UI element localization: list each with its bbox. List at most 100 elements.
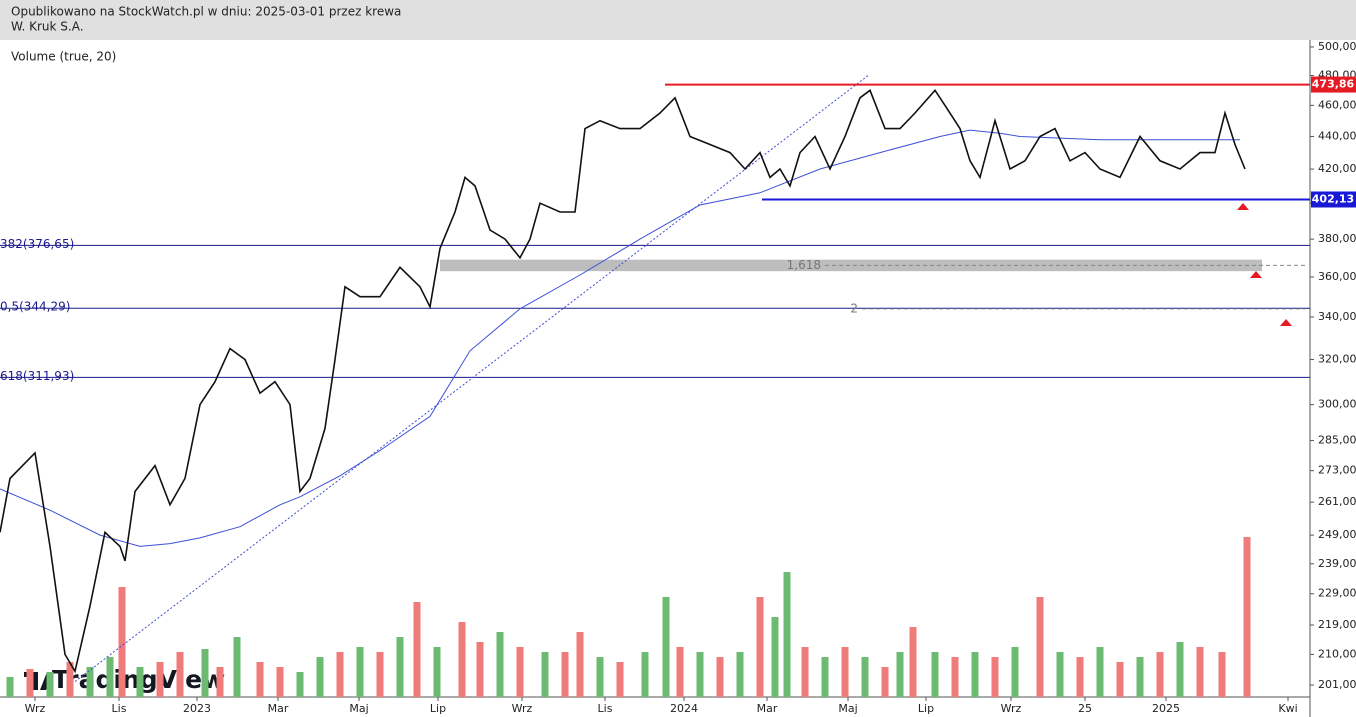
volume-bar — [433, 647, 441, 697]
volume-bar — [276, 667, 284, 697]
trend-line — [74, 75, 869, 682]
volume-bar — [26, 669, 34, 697]
volume-bar — [46, 672, 54, 697]
plot-area: TradingView382(376,65)0,5(344,29)618(311… — [0, 75, 1310, 697]
volume-bar — [881, 667, 889, 697]
volume-bar — [641, 652, 649, 697]
x-tick-label: Wrz — [512, 702, 533, 715]
volume-bar — [696, 652, 704, 697]
x-tick-label: Wrz — [25, 702, 46, 715]
volume-bar — [66, 662, 74, 697]
volume-bar — [616, 662, 624, 697]
volume-bar — [233, 637, 241, 697]
volume-bar — [1243, 537, 1251, 697]
volume-bar — [561, 652, 569, 697]
x-tick-label: Lis — [598, 702, 613, 715]
volume-bar — [1196, 647, 1204, 697]
volume-bar — [396, 637, 404, 697]
x-tick-label: 2023 — [183, 702, 211, 715]
x-tick-label: 2025 — [1152, 702, 1180, 715]
x-tick-label: Maj — [838, 702, 857, 715]
volume-bar — [861, 657, 869, 697]
y-tick-label: 261,00 — [1318, 495, 1356, 508]
y-tick-label: 460,00 — [1318, 98, 1356, 111]
volume-bar — [1218, 652, 1226, 697]
volume-bar — [136, 667, 144, 697]
volume-bar — [296, 672, 304, 697]
arrow-marker — [1250, 271, 1262, 278]
x-tick-label: Lip — [430, 702, 446, 715]
volume-bar — [476, 642, 484, 697]
volume-bar — [1011, 647, 1019, 697]
volume-bar — [496, 632, 504, 697]
volume-bar — [86, 667, 94, 697]
volume-bar — [216, 667, 224, 697]
volume-bar — [931, 652, 939, 697]
volume-bar — [516, 647, 524, 697]
y-tick-label: 380,00 — [1318, 232, 1356, 245]
volume-bar — [1156, 652, 1164, 697]
volume-bar — [991, 657, 999, 697]
zone — [440, 259, 1262, 272]
x-tick-label: Maj — [349, 702, 368, 715]
y-tick-label: 340,00 — [1318, 310, 1356, 323]
volume-bar — [6, 677, 14, 697]
volume-bar — [541, 652, 549, 697]
volume-bar — [413, 602, 421, 697]
price-line — [0, 88, 1246, 674]
volume-bar — [118, 587, 126, 697]
volume-bar — [783, 572, 791, 697]
x-tick-label: 25 — [1078, 702, 1092, 715]
volume-bar — [716, 657, 724, 697]
price-tag — [1311, 76, 1356, 93]
volume-bar — [951, 657, 959, 697]
fib-label: 618(311,93) — [0, 369, 74, 383]
volume-bar — [801, 647, 809, 697]
volume-bar — [771, 617, 779, 697]
y-tick-label: 273,00 — [1318, 464, 1356, 477]
x-tick-label: Wrz — [1001, 702, 1022, 715]
volume-bar — [821, 657, 829, 697]
volume-bar — [256, 662, 264, 697]
x-tick-label: Mar — [268, 702, 289, 715]
volume-bar — [1116, 662, 1124, 697]
volume-bar — [356, 647, 364, 697]
price-tag-label: 473,86 — [1312, 78, 1355, 91]
x-tick-label: Lip — [918, 702, 934, 715]
volume-bar — [1056, 652, 1064, 697]
volume-bar — [971, 652, 979, 697]
header-band — [0, 0, 1356, 40]
x-tick-label: Kwi — [1278, 702, 1297, 715]
volume-bar — [676, 647, 684, 697]
volume-bar — [576, 632, 584, 697]
volume-bar — [1036, 597, 1044, 697]
volume-bar — [336, 652, 344, 697]
y-tick-label: 320,00 — [1318, 352, 1356, 365]
volume-bar — [156, 662, 164, 697]
volume-bar — [1096, 647, 1104, 697]
y-tick-label: 239,00 — [1318, 557, 1356, 570]
volume-bar — [376, 652, 384, 697]
extension-label: 2 — [850, 301, 858, 315]
volume-bar — [756, 597, 764, 697]
y-tick-label: 219,00 — [1318, 618, 1356, 631]
fib-label: 382(376,65) — [0, 237, 74, 251]
volume-bar — [596, 657, 604, 697]
arrow-marker — [1280, 319, 1292, 326]
x-tick-label: Mar — [757, 702, 778, 715]
y-tick-label: 500,00 — [1318, 40, 1356, 53]
y-tick-label: 229,00 — [1318, 587, 1356, 600]
extension-label: 1,618 — [787, 258, 821, 272]
y-tick-label: 249,00 — [1318, 528, 1356, 541]
volume-bar — [736, 652, 744, 697]
volume-bar — [176, 652, 184, 697]
arrow-marker — [1237, 203, 1249, 210]
fib-label: 0,5(344,29) — [0, 300, 70, 314]
y-tick-label: 420,00 — [1318, 162, 1356, 175]
x-tick-label: 2024 — [670, 702, 698, 715]
indicator-label: Volume (true, 20) — [11, 50, 116, 64]
volume-bar — [896, 652, 904, 697]
y-tick-label: 201,00 — [1318, 678, 1356, 691]
x-tick-label: Lis — [112, 702, 127, 715]
